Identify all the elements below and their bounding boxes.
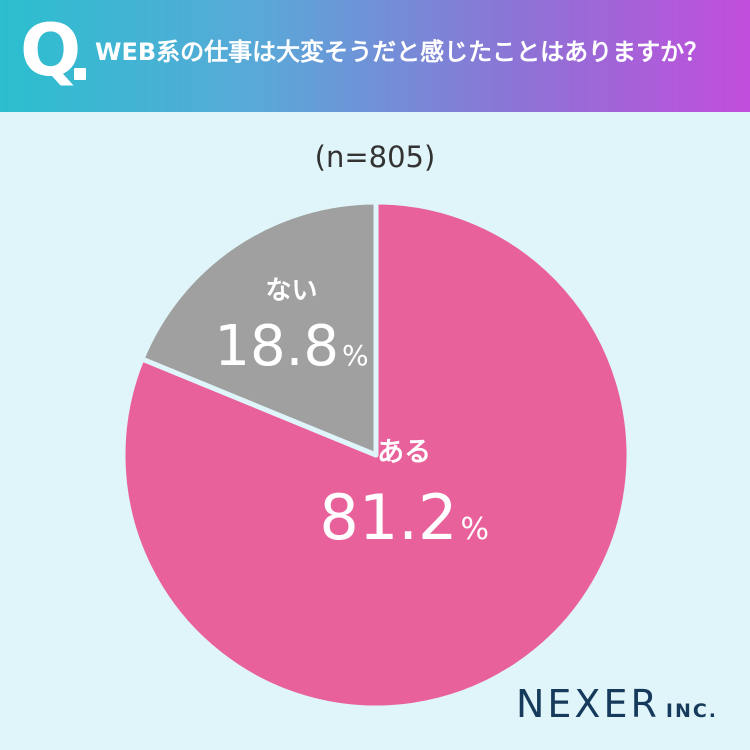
q-dot	[74, 68, 86, 80]
logo-main: NEXER	[516, 682, 660, 726]
q-mark: Q	[20, 8, 82, 92]
slice-label-0: ある	[377, 437, 431, 468]
slice-value-1: 18.8%	[214, 314, 368, 379]
slice-value-0: 81.2%	[319, 481, 489, 554]
slice-label-1: ない	[265, 276, 317, 306]
sample-size: (n=805)	[314, 140, 436, 174]
nexer-logo: NEXER INC.	[516, 682, 718, 726]
pie-slice-1	[139, 199, 379, 458]
question-header: Q WEB系の仕事は大変そうだと感じたことはありますか？	[0, 0, 750, 112]
question-text: WEB系の仕事は大変そうだと感じたことはありますか？	[95, 38, 709, 66]
logo-sub: INC.	[665, 700, 719, 722]
